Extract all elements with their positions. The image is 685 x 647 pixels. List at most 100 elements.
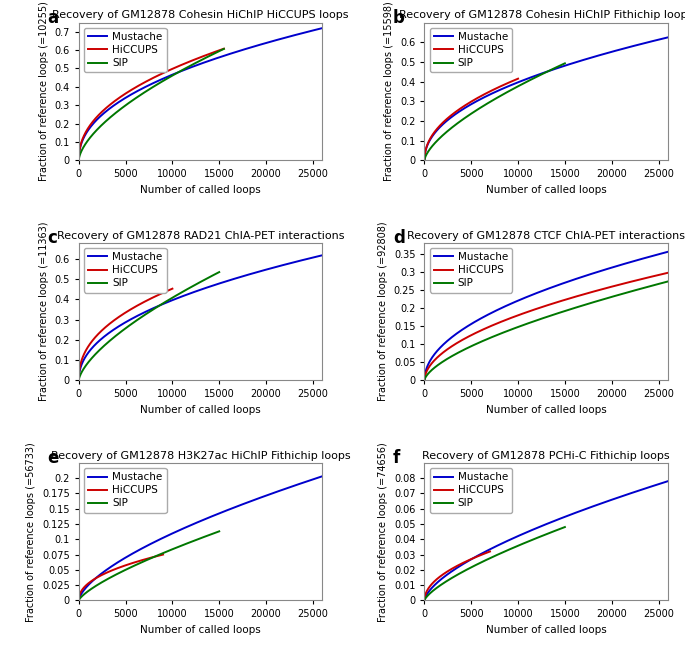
- HiCCUPS: [536, 304, 544, 312]
- X-axis label: Number of called loops: Number of called loops: [140, 405, 261, 415]
- Line: HiCCUPS: HiCCUPS: [79, 554, 163, 600]
- Line: Mustache: Mustache: [79, 476, 322, 600]
- Mustache: [75, 157, 83, 164]
- Mustache: [312, 253, 321, 261]
- Legend: Mustache, HiCCUPS, SIP: Mustache, HiCCUPS, SIP: [429, 28, 512, 72]
- Mustache: [192, 519, 200, 527]
- Mustache: [538, 287, 546, 295]
- SIP: [194, 58, 202, 66]
- Title: Recovery of GM12878 PCHi-C Fithichip loops: Recovery of GM12878 PCHi-C Fithichip loo…: [423, 451, 670, 461]
- Line: Mustache: Mustache: [425, 252, 668, 380]
- SIP: [144, 87, 152, 94]
- Mustache: [658, 35, 666, 43]
- SIP: [161, 76, 169, 83]
- Mustache: [658, 250, 666, 258]
- Line: SIP: SIP: [79, 531, 219, 600]
- Mustache: [620, 260, 628, 268]
- Line: Mustache: Mustache: [79, 28, 322, 160]
- HiCCUPS: [421, 597, 429, 604]
- HiCCUPS: [166, 286, 174, 294]
- SIP: [215, 527, 223, 535]
- Line: HiCCUPS: HiCCUPS: [425, 273, 668, 380]
- HiCCUPS: [620, 280, 628, 287]
- X-axis label: Number of called loops: Number of called loops: [140, 625, 261, 635]
- Mustache: [552, 282, 560, 290]
- HiCCUPS: [194, 54, 202, 62]
- HiCCUPS: [153, 72, 162, 80]
- SIP: [488, 553, 496, 561]
- Mustache: [536, 288, 544, 296]
- SIP: [538, 315, 546, 323]
- X-axis label: Number of called loops: Number of called loops: [140, 185, 261, 195]
- Text: e: e: [47, 449, 58, 467]
- SIP: [558, 525, 566, 532]
- HiCCUPS: [421, 377, 429, 384]
- Line: HiCCUPS: HiCCUPS: [425, 551, 490, 600]
- HiCCUPS: [169, 285, 177, 292]
- HiCCUPS: [452, 563, 460, 571]
- HiCCUPS: [121, 562, 129, 569]
- Text: b: b: [393, 9, 405, 27]
- Mustache: [274, 36, 282, 43]
- SIP: [658, 279, 666, 287]
- SIP: [75, 597, 83, 604]
- SIP: [212, 270, 220, 278]
- Mustache: [536, 523, 544, 531]
- Text: d: d: [393, 229, 405, 247]
- Mustache: [664, 477, 672, 485]
- Text: f: f: [393, 449, 400, 467]
- Mustache: [421, 157, 429, 164]
- Mustache: [664, 248, 672, 256]
- Line: HiCCUPS: HiCCUPS: [79, 289, 173, 380]
- Mustache: [190, 288, 199, 296]
- HiCCUPS: [114, 564, 123, 571]
- Mustache: [538, 70, 546, 78]
- HiCCUPS: [476, 93, 484, 100]
- Mustache: [620, 45, 628, 52]
- SIP: [497, 92, 505, 100]
- HiCCUPS: [144, 77, 152, 85]
- SIP: [504, 88, 512, 96]
- HiCCUPS: [460, 559, 468, 567]
- HiCCUPS: [161, 68, 169, 76]
- SIP: [215, 269, 223, 276]
- Mustache: [190, 520, 199, 527]
- Mustache: [565, 511, 573, 519]
- Mustache: [421, 597, 429, 604]
- HiCCUPS: [151, 292, 160, 300]
- Text: c: c: [47, 229, 57, 247]
- HiCCUPS: [144, 554, 152, 562]
- Title: Recovery of GM12878 RAD21 ChIA-PET interactions: Recovery of GM12878 RAD21 ChIA-PET inter…: [57, 230, 345, 241]
- Legend: Mustache, HiCCUPS, SIP: Mustache, HiCCUPS, SIP: [429, 468, 512, 512]
- HiCCUPS: [125, 306, 134, 314]
- Mustache: [312, 26, 321, 34]
- SIP: [565, 306, 573, 314]
- SIP: [75, 157, 83, 164]
- SIP: [561, 523, 569, 531]
- Y-axis label: Fraction of reference loops (=56733): Fraction of reference loops (=56733): [27, 442, 36, 622]
- X-axis label: Number of called loops: Number of called loops: [486, 405, 606, 415]
- SIP: [558, 61, 566, 69]
- Mustache: [620, 492, 628, 499]
- SIP: [141, 311, 149, 318]
- X-axis label: Number of called loops: Number of called loops: [486, 625, 606, 635]
- Y-axis label: Fraction of reference loops (=15598): Fraction of reference loops (=15598): [384, 1, 395, 181]
- SIP: [536, 71, 544, 79]
- Legend: Mustache, HiCCUPS, SIP: Mustache, HiCCUPS, SIP: [429, 248, 512, 292]
- Y-axis label: Fraction of reference loops (=11363): Fraction of reference loops (=11363): [39, 222, 49, 401]
- SIP: [153, 80, 162, 88]
- Title: Recovery of GM12878 Cohesin HiChIP HiCCUPS loops: Recovery of GM12878 Cohesin HiChIP HiCCU…: [52, 10, 349, 21]
- Line: SIP: SIP: [79, 49, 224, 160]
- HiCCUPS: [465, 99, 473, 107]
- SIP: [504, 546, 512, 554]
- Legend: Mustache, HiCCUPS, SIP: Mustache, HiCCUPS, SIP: [84, 248, 166, 292]
- Y-axis label: Fraction of reference loops (=10255): Fraction of reference loops (=10255): [39, 1, 49, 181]
- HiCCUPS: [75, 157, 83, 164]
- Mustache: [552, 516, 560, 524]
- Line: Mustache: Mustache: [79, 256, 322, 380]
- Mustache: [192, 287, 200, 295]
- SIP: [216, 47, 225, 54]
- Mustache: [552, 65, 560, 72]
- Title: Recovery of GM12878 H3K27ac HiChIP Fithichip loops: Recovery of GM12878 H3K27ac HiChIP Fithi…: [51, 451, 350, 461]
- Text: a: a: [47, 9, 58, 27]
